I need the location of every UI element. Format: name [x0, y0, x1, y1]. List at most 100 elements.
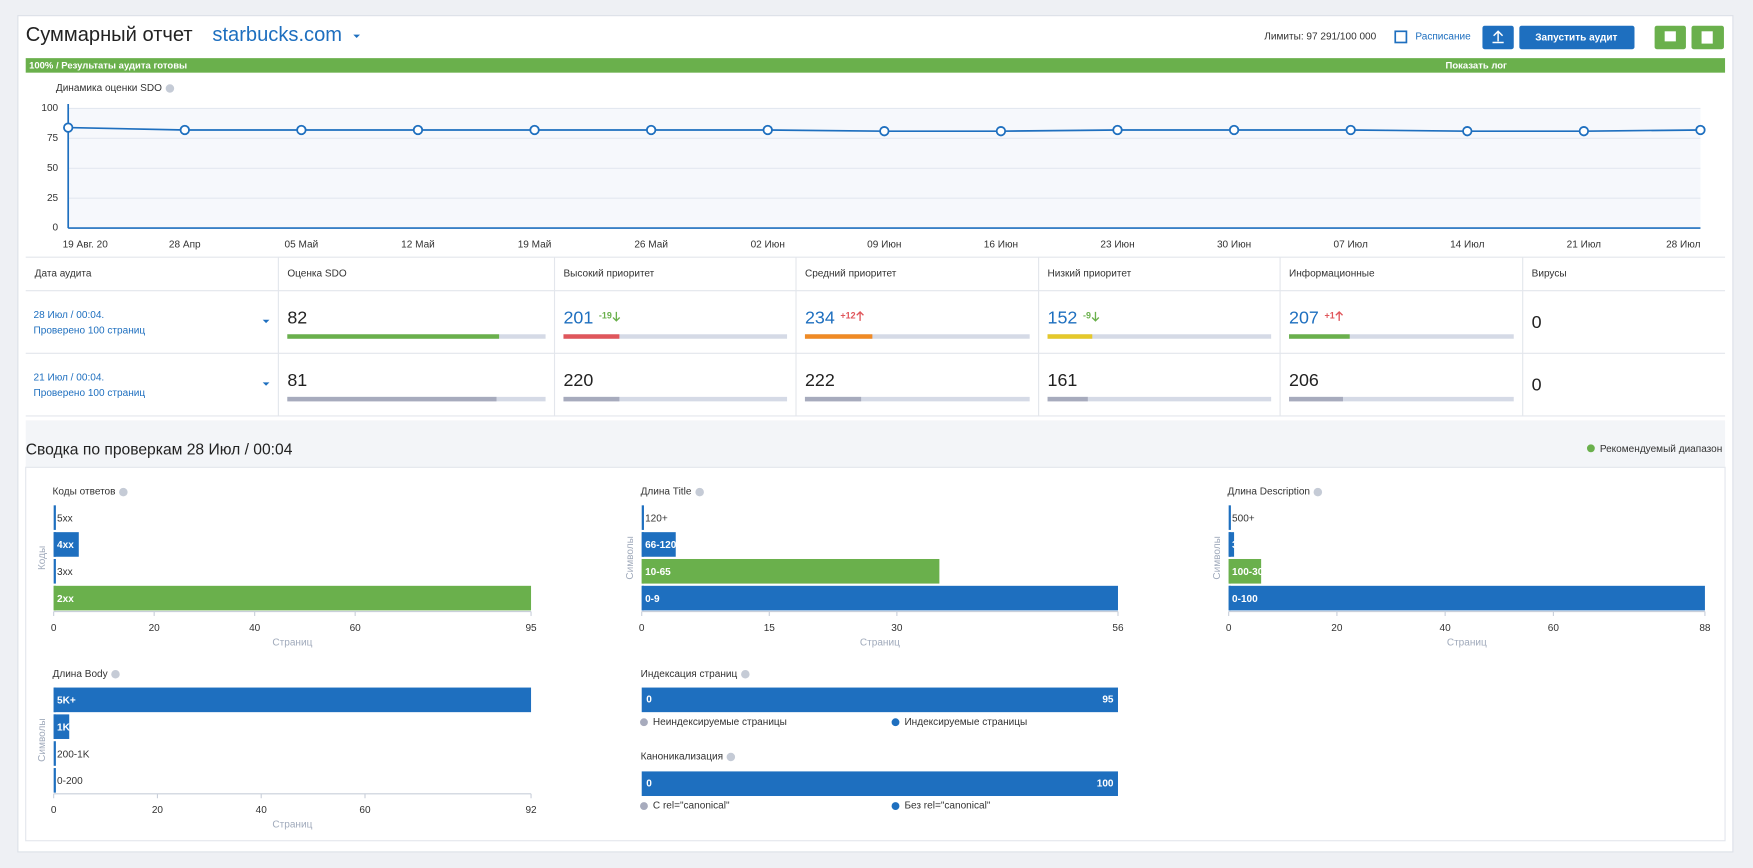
legend-dot [640, 802, 648, 810]
info-icon [119, 487, 128, 497]
share-bar [1289, 334, 1350, 339]
sdo-point [646, 124, 657, 136]
bar-label: 120+ [645, 513, 668, 524]
summary-legend: Рекомендуемый диапазон [1600, 444, 1723, 455]
cell-value: 81 [287, 370, 307, 390]
audit-pages: Проверено 100 страниц [34, 326, 146, 337]
bar-label: 500+ [1232, 513, 1255, 524]
y-axis-label: Символы [37, 718, 48, 761]
share-track [563, 334, 788, 339]
legend-label: Без rel="canonical" [904, 801, 990, 812]
bar-label: 0-200 [57, 776, 83, 787]
share-bar [804, 334, 873, 339]
share-track [804, 334, 1030, 339]
progress-bar [25, 58, 1726, 73]
y-tick-label: 0 [53, 223, 59, 234]
share-bar [804, 396, 862, 402]
x-tick-label: 0 [51, 623, 57, 634]
cell-value: 206 [1289, 370, 1319, 390]
summary-title: Сводка по проверкам 28 Июл / 00:04 [26, 442, 293, 459]
x-tick-label: 20 [1331, 623, 1343, 634]
bar-label: 5K+ [57, 696, 76, 707]
x-tick-label: 40 [249, 623, 261, 634]
sdo-point [1112, 124, 1123, 136]
bar-chart-title: Коды ответов [53, 487, 116, 498]
x-tick-label: 60 [359, 805, 371, 816]
cell-value: 201 [563, 307, 593, 327]
run-audit-button[interactable] [1519, 25, 1635, 50]
info-icon [111, 670, 120, 679]
bar-label: 0-100 [1232, 594, 1258, 605]
x-axis-label: Страниц [272, 637, 312, 648]
sdo-chart-title: Динамика оценки SDO [56, 83, 162, 94]
bar [53, 585, 532, 611]
info-icon [741, 670, 750, 679]
bar [1228, 585, 1705, 611]
site-name[interactable]: starbucks.com [212, 24, 342, 46]
sdo-point [1228, 124, 1240, 136]
bar [53, 687, 532, 713]
cell-value: 0 [1532, 312, 1542, 332]
audit-date: 21 Июл / 00:04. [34, 373, 105, 384]
bar [641, 585, 1118, 611]
y-tick-label: 50 [47, 163, 59, 174]
delta-arrow [856, 310, 864, 321]
info-icon [1313, 487, 1323, 497]
segment-value: 95 [1102, 695, 1114, 706]
cell-value: 0 [1532, 374, 1542, 394]
x-tick-label: 30 [891, 623, 903, 634]
y-tick-label: 25 [47, 193, 59, 204]
progress-status: 100% / Результаты аудита готовы [29, 60, 187, 71]
info-icon [165, 84, 175, 93]
legend-dot [640, 718, 648, 727]
cell-value: 161 [1048, 370, 1078, 390]
bar-label: 100-300 [1232, 567, 1269, 578]
x-tick-label: 05 Май [285, 239, 319, 250]
share-track [1289, 334, 1514, 339]
bar [53, 532, 79, 557]
site-caret[interactable] [353, 34, 360, 39]
delta-arrow [612, 311, 621, 322]
x-tick-label: 26 Май [634, 239, 668, 250]
share-bar [1047, 396, 1088, 402]
calendar-icon[interactable] [1394, 30, 1408, 44]
schedule-link[interactable]: Расписание [1415, 32, 1471, 43]
limits: Лимиты: 97 291/100 000 [1264, 32, 1376, 43]
delta-arrow [1335, 310, 1344, 321]
column-header: Вирусы [1532, 269, 1567, 280]
legend-label: Индексируемые страницы [904, 717, 1027, 728]
summary-band [25, 420, 1726, 468]
bar-chart-title: Длина Title [641, 487, 692, 498]
x-tick-label: 92 [525, 805, 537, 816]
show-log[interactable]: Показать лог [1446, 60, 1508, 71]
x-tick-label: 28 Июл [1666, 239, 1701, 250]
y-axis-label: Символы [625, 536, 636, 579]
x-tick-label: 14 Июл [1450, 239, 1485, 250]
x-tick-label: 12 Май [401, 239, 435, 250]
row-caret [262, 382, 270, 386]
x-tick-label: 20 [149, 623, 161, 634]
x-tick-label: 95 [525, 623, 537, 634]
cell-value: 220 [563, 370, 593, 390]
stacked-title: Каноникализация [641, 752, 723, 763]
x-tick-label: 40 [1440, 623, 1452, 634]
bar [53, 714, 70, 739]
share-track [1289, 396, 1514, 402]
cell-value: 207 [1289, 307, 1319, 327]
bar-chart-title: Длина Description [1228, 487, 1310, 498]
cell-value: 82 [287, 307, 307, 327]
bar [1228, 532, 1235, 557]
x-tick-label: 28 Апр [169, 239, 201, 250]
sdo-point [762, 124, 773, 136]
bar-label: 5xx [57, 513, 73, 524]
segment-value: 0 [646, 695, 652, 706]
bar-chart-title: Длина Body [53, 669, 108, 680]
feedback-icon [1664, 31, 1676, 42]
sdo-point [1345, 124, 1356, 136]
bar [1228, 558, 1262, 584]
sdo-point [179, 124, 190, 136]
x-tick-label: 30 Июн [1217, 239, 1251, 250]
report-title: Суммарный отчет [26, 24, 193, 46]
x-tick-label: 88 [1699, 623, 1711, 634]
column-header: Информационные [1289, 268, 1375, 280]
